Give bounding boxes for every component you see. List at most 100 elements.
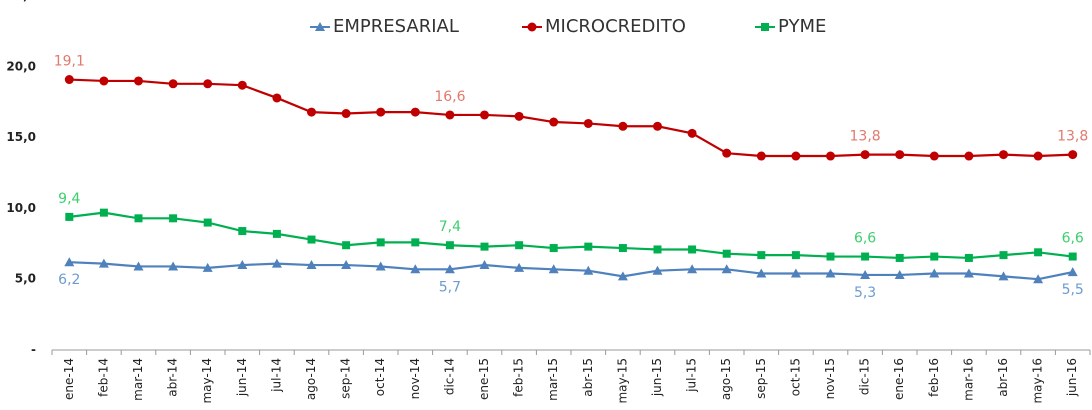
value-label: 5,5 — [1062, 282, 1084, 298]
data-point — [895, 253, 904, 262]
value-label: 13,8 — [850, 129, 881, 145]
data-point — [480, 110, 489, 120]
x-tick-label: dic-15 — [858, 358, 872, 395]
x-tick-label: feb-15 — [512, 358, 526, 397]
data-point — [64, 75, 74, 85]
x-tick-label: oct-14 — [373, 358, 387, 396]
data-point — [653, 245, 662, 254]
x-tick-label: feb-14 — [96, 358, 110, 397]
legend-item: PYME — [755, 16, 826, 37]
x-tick-label: ago-14 — [304, 358, 318, 400]
legend-marker — [761, 23, 769, 31]
legend-marker — [315, 22, 325, 31]
data-point — [963, 268, 974, 278]
data-point — [203, 218, 212, 227]
value-label: 6,2 — [58, 272, 80, 288]
x-tick-label: jul-15 — [685, 358, 699, 393]
data-point — [515, 241, 524, 250]
data-point — [721, 264, 732, 274]
data-point — [825, 268, 836, 278]
value-label: 5,3 — [854, 285, 876, 301]
x-tick-label: ene-16 — [892, 358, 906, 400]
x-tick-label: mar-14 — [131, 358, 145, 401]
data-point — [756, 268, 767, 278]
value-label: 13,8 — [1057, 129, 1088, 145]
value-label: 5,7 — [439, 279, 461, 295]
data-point — [722, 249, 731, 258]
data-point — [929, 151, 939, 161]
value-label: 16,6 — [434, 89, 465, 105]
data-point — [826, 252, 835, 261]
data-point — [583, 118, 593, 128]
data-point — [168, 261, 179, 271]
x-tick-label: nov-14 — [408, 358, 422, 399]
data-point — [1033, 274, 1044, 284]
y-tick-label: 25,0 — [6, 0, 36, 3]
data-point — [1033, 151, 1043, 161]
data-point — [445, 110, 455, 120]
legend-label: MICROCREDITO — [545, 16, 686, 37]
y-tick-label: 10,0 — [6, 201, 36, 215]
data-point — [549, 244, 558, 253]
data-point — [826, 151, 835, 161]
data-point — [341, 109, 351, 119]
data-point — [895, 150, 905, 160]
data-point — [307, 235, 316, 244]
data-point — [376, 107, 386, 117]
value-label: 6,6 — [1062, 231, 1084, 247]
data-point — [687, 264, 698, 274]
data-point — [722, 148, 732, 158]
legend-item: EMPRESARIAL — [310, 16, 459, 37]
x-tick-label: ago-15 — [719, 358, 733, 400]
data-point — [444, 264, 455, 274]
data-point — [618, 244, 627, 253]
value-label: 6,6 — [854, 231, 876, 247]
data-point — [653, 121, 662, 131]
data-point — [860, 150, 870, 160]
data-point — [168, 79, 178, 89]
series-line — [69, 261, 1073, 281]
data-point — [584, 242, 593, 251]
data-point — [341, 260, 352, 270]
data-point — [65, 212, 74, 221]
data-point — [999, 150, 1008, 160]
data-point — [203, 79, 213, 89]
x-tick-label: sep-15 — [754, 358, 768, 399]
data-point — [1068, 252, 1077, 261]
data-point — [445, 241, 454, 250]
data-point — [1067, 267, 1078, 277]
value-label: 7,4 — [439, 219, 461, 235]
data-point — [202, 262, 213, 272]
x-tick-label: oct-15 — [788, 358, 802, 396]
data-point — [791, 251, 800, 260]
data-point — [480, 242, 489, 251]
data-point — [169, 214, 178, 223]
data-point — [791, 151, 801, 161]
x-tick-label: jul-14 — [269, 358, 283, 393]
data-point — [64, 257, 75, 267]
y-tick-label: - — [31, 343, 36, 357]
data-point — [98, 258, 109, 268]
data-point — [583, 265, 594, 275]
data-point — [134, 76, 143, 86]
value-label: 19,1 — [54, 54, 85, 70]
data-point — [894, 269, 905, 279]
x-tick-label: jun-14 — [235, 358, 249, 397]
x-tick-label: mar-15 — [546, 358, 560, 401]
data-point — [549, 117, 559, 127]
legend-item: MICROCREDITO — [522, 16, 686, 37]
data-point — [687, 128, 697, 138]
x-tick-label: abr-15 — [581, 358, 595, 397]
x-tick-label: dic-14 — [442, 358, 456, 395]
data-point — [514, 262, 525, 272]
data-point — [342, 241, 351, 250]
x-tick-label: ene-15 — [477, 358, 491, 400]
x-tick-label: abr-16 — [996, 358, 1010, 397]
data-point — [99, 208, 108, 217]
data-point — [99, 76, 109, 86]
data-point — [929, 268, 940, 278]
y-tick-label: 5,0 — [15, 272, 36, 286]
data-point — [757, 251, 766, 260]
series-line — [69, 78, 1073, 158]
data-point — [307, 107, 316, 117]
